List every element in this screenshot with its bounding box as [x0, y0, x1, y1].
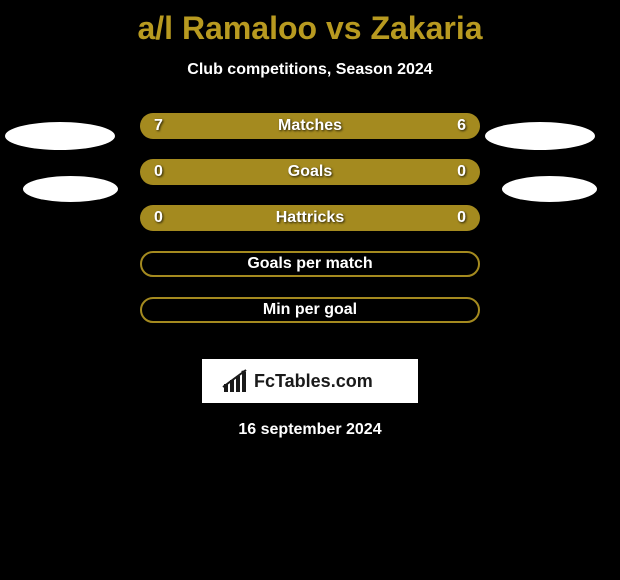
- stat-bar: Goals per match: [140, 251, 480, 277]
- player1-ellipse: [23, 176, 118, 202]
- vs-text: vs: [326, 10, 362, 46]
- logo-text: FcTables.com: [254, 371, 373, 391]
- title: a/l Ramaloo vs Zakaria: [0, 0, 620, 47]
- stat-bar: Matches 7 6: [140, 113, 480, 139]
- fctables-logo-icon: FcTables.com: [220, 366, 400, 396]
- stat-value-left: 7: [154, 117, 163, 135]
- logo-box: FcTables.com: [0, 359, 620, 403]
- stat-label: Hattricks: [276, 209, 344, 227]
- date-text: 16 september 2024: [0, 421, 620, 439]
- stat-value-left: 0: [154, 209, 163, 227]
- player2-ellipse: [502, 176, 597, 202]
- stat-row: Goals per match: [0, 251, 620, 297]
- stat-bar: Hattricks 0 0: [140, 205, 480, 231]
- stat-bar: Goals 0 0: [140, 159, 480, 185]
- stat-label: Matches: [278, 117, 342, 135]
- player2-ellipse: [485, 122, 595, 150]
- player1-ellipse: [5, 122, 115, 150]
- stat-value-right: 6: [457, 117, 466, 135]
- subtitle: Club competitions, Season 2024: [0, 61, 620, 79]
- player1-name: a/l Ramaloo: [137, 10, 317, 46]
- stat-row: Hattricks 0 0: [0, 205, 620, 251]
- stat-bar: Min per goal: [140, 297, 480, 323]
- stat-row: Min per goal: [0, 297, 620, 343]
- stat-label: Goals per match: [247, 255, 372, 273]
- stat-label: Min per goal: [263, 301, 357, 319]
- player2-name: Zakaria: [370, 10, 482, 46]
- stat-label: Goals: [288, 163, 332, 181]
- stat-value-right: 0: [457, 209, 466, 227]
- stat-value-left: 0: [154, 163, 163, 181]
- stat-value-right: 0: [457, 163, 466, 181]
